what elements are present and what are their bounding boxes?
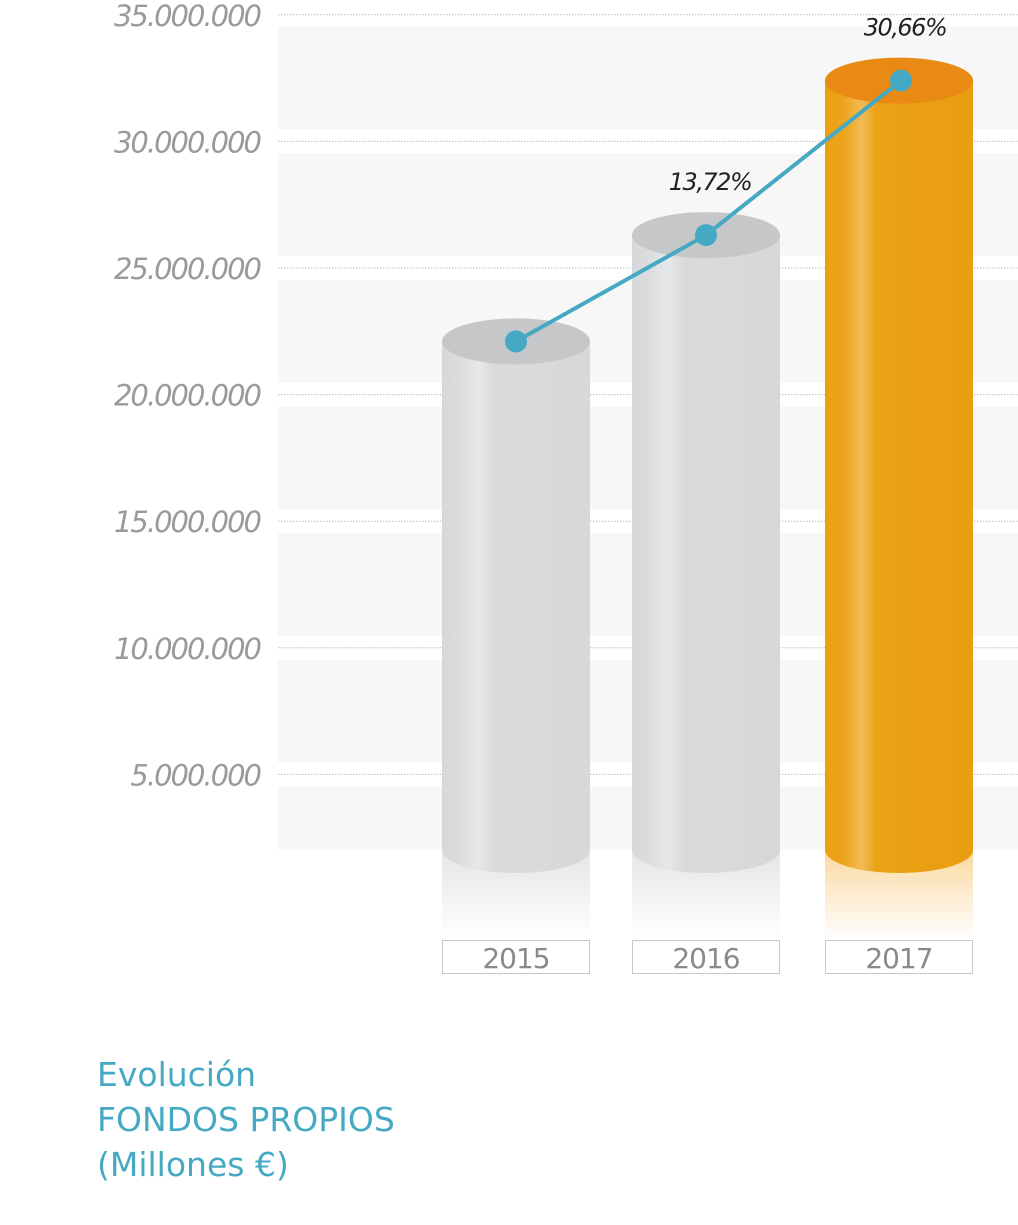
bar-2015: 2015 xyxy=(442,318,590,975)
x-tick-label: 2016 xyxy=(672,942,739,975)
title-line-1: Evolución xyxy=(97,1055,257,1094)
bar-body xyxy=(442,341,590,874)
bar-body xyxy=(632,235,780,874)
y-tick-label: 30.000.000 xyxy=(114,125,261,159)
bar-body xyxy=(825,80,973,873)
x-label-box xyxy=(632,940,780,974)
x-label-box xyxy=(825,940,973,974)
title-line-3: (Millones €) xyxy=(97,1145,289,1184)
growth-label: 13,72% xyxy=(669,168,752,196)
growth-point xyxy=(890,69,912,92)
y-tick-label: 15.000.000 xyxy=(114,505,261,539)
x-tick-label: 2017 xyxy=(865,942,932,975)
y-tick-label: 10.000.000 xyxy=(114,632,261,666)
growth-point xyxy=(505,330,527,353)
growth-point xyxy=(695,224,717,247)
x-tick-label: 2015 xyxy=(482,942,549,975)
bar-2017: 2017 xyxy=(825,57,973,975)
y-tick-label: 20.000.000 xyxy=(114,379,261,413)
y-tick-label: 5.000.000 xyxy=(130,758,260,792)
x-label-box xyxy=(442,940,590,974)
title-line-2: FONDOS PROPIOS xyxy=(97,1100,395,1139)
growth-label: 30,66% xyxy=(864,14,947,42)
y-tick-label: 25.000.000 xyxy=(114,252,261,286)
chart-title: Evolución FONDOS PROPIOS (Millones €) xyxy=(97,1052,395,1187)
y-tick-label: 35.000.000 xyxy=(114,0,261,33)
bar-2016: 2016 xyxy=(632,212,780,975)
